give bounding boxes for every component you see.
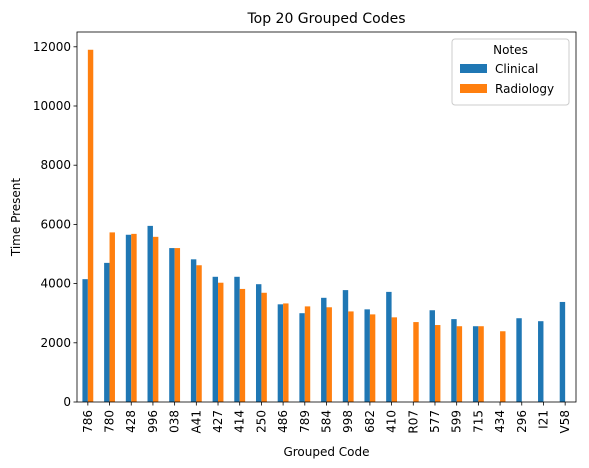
bar-clinical-250 [255,284,262,402]
x-tick-label: V58 [558,410,572,433]
x-tick-label: 715 [471,410,485,433]
bar-clinical-410 [386,291,392,402]
y-tick-label: 2000 [40,336,71,350]
x-tick-label: I21 [536,410,550,429]
x-tick-label: 998 [341,410,355,433]
x-tick-label: 427 [211,410,225,433]
bar-radiology-434 [500,331,506,402]
y-tick-label: 0 [63,395,71,409]
bar-clinical-780 [104,262,110,402]
legend: Notes Clinical Radiology [451,38,570,106]
x-tick-label: 038 [168,410,182,433]
x-tick-label: 434 [493,410,507,433]
bar-radiology-715 [478,326,484,402]
bar-radiology-996 [152,236,159,402]
bar-clinical-414 [234,276,240,402]
bar-clinical-577 [429,310,435,402]
x-tick-label: 428 [124,410,138,433]
bar-radiology-577 [434,325,441,402]
bar-radiology-A41 [196,265,202,402]
bar-radiology-427 [218,282,224,402]
bar-radiology-682 [369,314,376,402]
bar-radiology-998 [348,311,354,402]
x-tick-label: 780 [103,410,117,433]
x-tick-label: 682 [363,410,377,433]
bar-radiology-786 [87,49,94,402]
bar-clinical-789 [299,313,305,402]
bar-clinical-682 [364,309,370,402]
bar-clinical-427 [212,276,219,402]
bar-radiology-428 [131,233,137,402]
bar-clinical-786 [82,279,88,402]
x-tick-label: 486 [276,410,290,433]
x-tick-label: 296 [515,410,529,433]
legend-swatch-radiology [460,84,487,93]
legend-title: Notes [493,43,528,57]
x-tick-label: R07 [406,410,420,434]
x-tick-label: A41 [189,410,203,433]
x-axis: 786 780 428 996 038 A41 427 414 250 486 789 584 998 6… [81,402,572,434]
bar-clinical-428 [125,234,132,402]
x-tick-label: 584 [320,410,334,433]
y-tick-label: 6000 [40,217,71,231]
x-tick-label: 410 [385,410,399,433]
bar-clinical-A41 [190,259,197,402]
bar-clinical-715 [472,326,479,402]
bar-radiology-584 [326,307,332,402]
bar-radiology-486 [283,303,289,402]
legend-swatch-clinical [460,64,487,73]
bar-radiology-780 [109,232,115,402]
x-tick-label: 789 [298,410,312,433]
bar-clinical-996 [147,225,153,402]
x-axis-label: Grouped Code [283,445,369,459]
x-tick-label: 250 [254,410,268,433]
chart-title: Top 20 Grouped Codes [246,11,405,27]
bar-clinical-V58 [559,301,566,402]
bar-radiology-599 [456,326,463,402]
bar-radiology-038 [174,248,181,402]
bar-clinical-296 [516,318,522,402]
bar-clinical-I21 [538,321,544,402]
bar-radiology-410 [391,317,398,402]
bar-clinical-584 [321,297,327,402]
bar-radiology-250 [261,292,267,402]
bar-clinical-599 [451,319,457,402]
y-tick-label: 4000 [40,277,71,291]
x-tick-label: 996 [146,410,160,433]
bars-group [82,49,566,402]
plot-frame [76,31,577,403]
bar-clinical-486 [277,304,284,402]
legend-label-clinical: Clinical [495,62,538,76]
y-tick-label: 8000 [40,158,71,172]
x-tick-label: 414 [233,410,247,433]
bar-radiology-789 [304,306,311,402]
x-tick-label: 577 [428,410,442,433]
y-axis-label: Time Present [9,178,23,258]
x-tick-label: 599 [450,410,464,433]
bar-clinical-998 [342,290,349,402]
y-tick-label: 10000 [33,99,71,113]
bar-clinical-038 [169,248,175,402]
x-tick-label: 786 [81,410,95,433]
bar-radiology-414 [239,288,246,402]
bar-radiology-R07 [413,322,419,402]
y-tick-label: 12000 [33,40,71,54]
y-axis: 0 2000 4000 6000 8000 10000 12000 [33,40,77,409]
legend-label-radiology: Radiology [495,82,554,96]
